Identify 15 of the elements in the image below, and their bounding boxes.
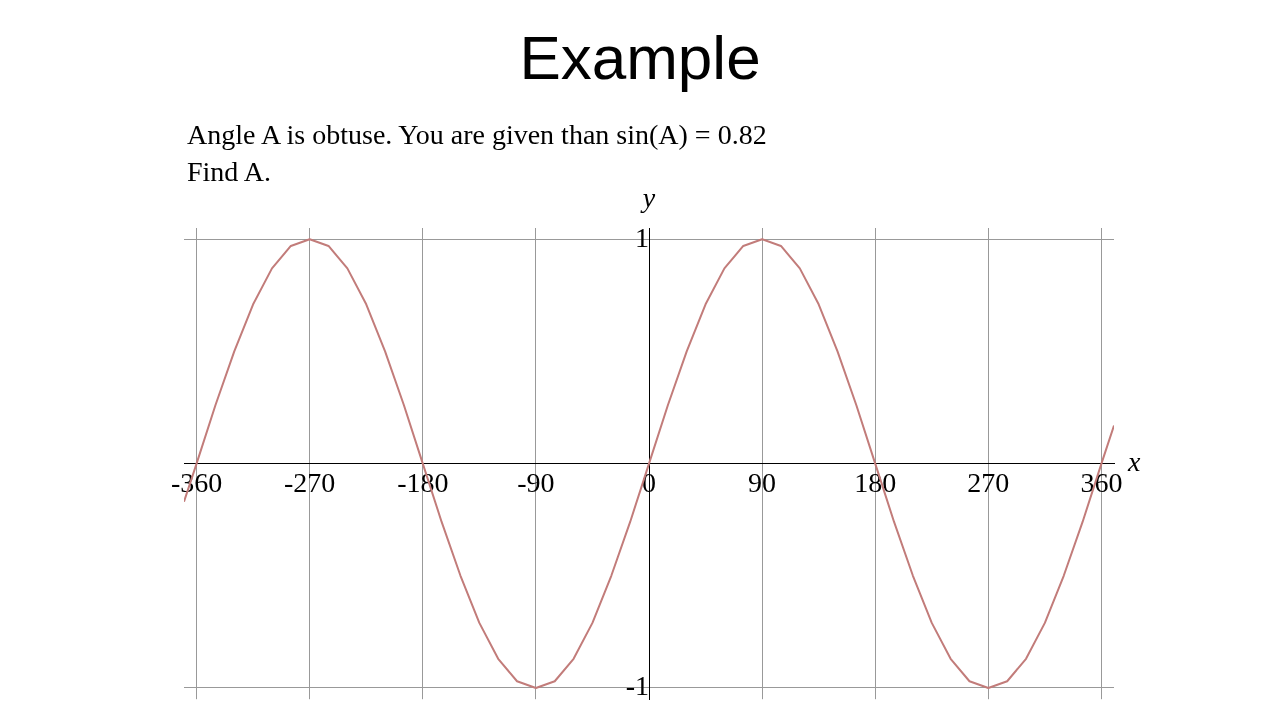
- text: Angle A is obtuse. You are given than sin(A) = 0.82: [187, 118, 767, 152]
- y-tick-label: -1: [625, 670, 649, 702]
- x-tick-label: -360: [170, 466, 223, 498]
- x-tick-label: 270: [967, 466, 1010, 498]
- x-tick-label: 90: [748, 466, 777, 498]
- x-axis-title: x: [1127, 445, 1141, 477]
- x-tick-label: 360: [1080, 466, 1123, 498]
- x-tick-label: -90: [517, 466, 555, 498]
- y-tick-label: 1: [635, 221, 649, 253]
- y-axis-title: y: [639, 182, 656, 214]
- x-tick-label: -270: [284, 466, 336, 498]
- x-tick-label: -180: [397, 466, 449, 498]
- chart-title: Example: [518, 22, 762, 93]
- x-tick-label: 180: [854, 466, 897, 498]
- text: Find A.: [187, 156, 272, 187]
